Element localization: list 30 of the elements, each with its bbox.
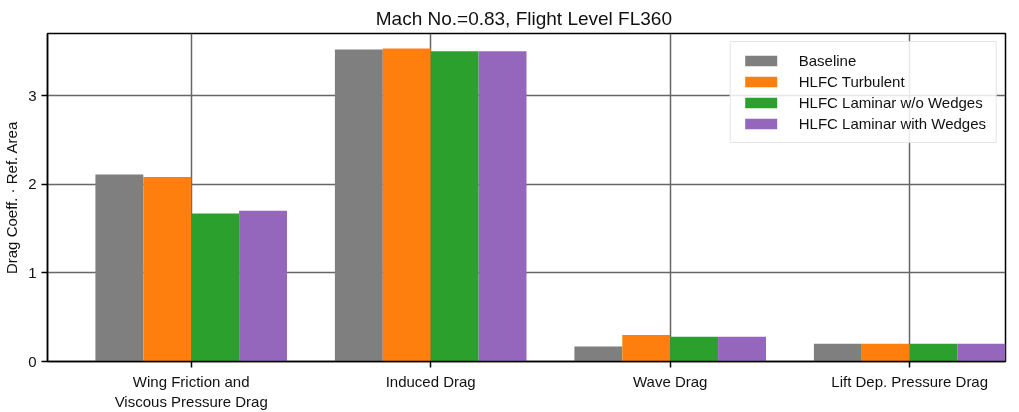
bar (239, 210, 287, 362)
bar (382, 48, 431, 362)
bar (143, 177, 192, 362)
bar (909, 343, 958, 362)
y-tick-label: 0 (28, 352, 37, 370)
bar (430, 51, 479, 362)
legend-label: HLFC Laminar w/o Wedges (798, 94, 983, 111)
bar (861, 343, 910, 362)
bar (622, 334, 671, 362)
y-axis-title: Drag Coeff. · Ref. Area (3, 121, 21, 275)
bar (718, 336, 766, 362)
bar (191, 213, 240, 362)
bar (670, 336, 719, 362)
legend-label: HLFC Turbulent (798, 73, 905, 90)
y-tick-label: 1 (28, 263, 37, 281)
y-tick-label: 2 (28, 175, 37, 193)
x-tick-label: Lift Dep. Pressure Drag (831, 372, 989, 390)
bar (813, 343, 862, 362)
legend-label: HLFC Laminar with Wedges (798, 115, 986, 132)
bar (478, 51, 527, 362)
legend-label: Baseline (798, 52, 857, 69)
chart-title: Mach No.=0.83, Flight Level FL360 (375, 7, 672, 29)
x-tick-label: Wing Friction and Viscous Pressure Drag (114, 372, 268, 410)
x-tick-label: Induced Drag (385, 372, 476, 390)
x-tick-label: Wave Drag (632, 372, 708, 390)
y-tick-label: 3 (28, 86, 37, 104)
bar (957, 343, 1006, 362)
bar (574, 346, 623, 362)
bar (334, 49, 383, 362)
bar (95, 174, 144, 362)
